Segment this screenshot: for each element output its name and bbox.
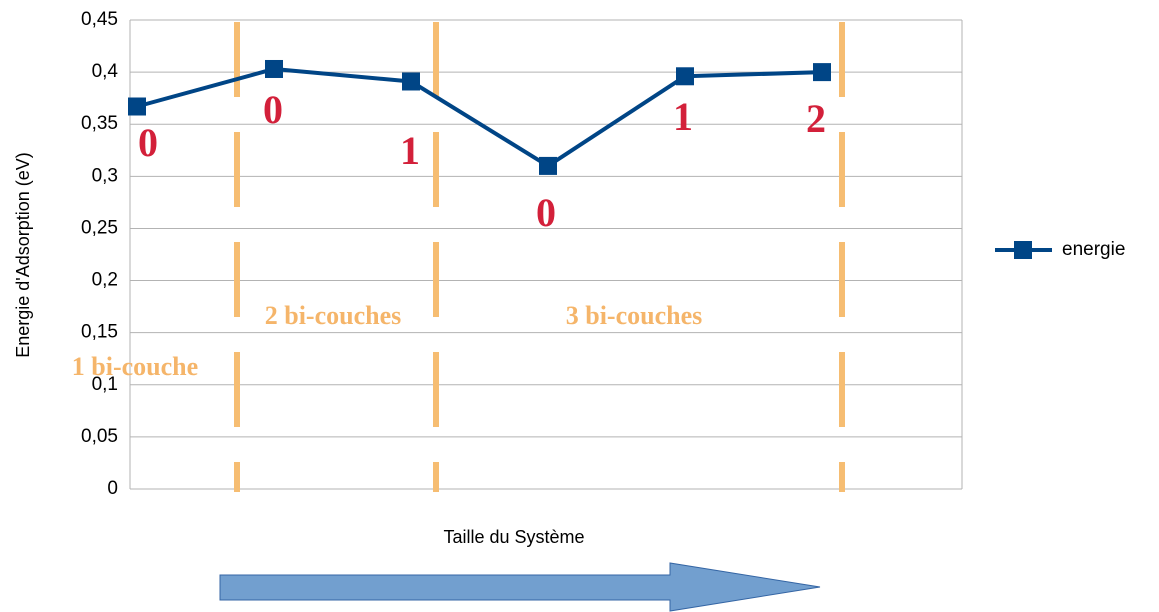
y-tick-label: 0,3	[92, 165, 118, 186]
grid	[129, 19, 963, 490]
annotation: 0	[138, 120, 158, 165]
y-tick-label: 0,2	[92, 270, 118, 291]
marker	[813, 63, 831, 82]
annotation: 2 bi-couches	[265, 301, 402, 330]
y-tick-label: 0,25	[81, 217, 118, 238]
annotation: 0	[263, 87, 283, 132]
y-tick-label: 0,1	[92, 374, 118, 395]
annotation: 1	[400, 128, 420, 173]
marker	[402, 72, 420, 91]
series-line	[136, 66, 823, 168]
y-tick-label: 0	[107, 478, 118, 499]
legend-marker	[1014, 241, 1032, 259]
annotation: 1	[673, 94, 693, 139]
y-tick-label: 0,05	[81, 426, 118, 447]
marker	[539, 156, 557, 175]
dividers	[234, 22, 845, 492]
annotation: 3 bi-couches	[566, 301, 703, 330]
arrow	[219, 562, 821, 612]
marker	[128, 97, 146, 116]
x-axis-label: Taille du Système	[443, 527, 584, 547]
annotation: 0	[536, 190, 556, 235]
y-tick-label: 0,45	[81, 9, 118, 30]
annotation: 1 bi-couche	[72, 352, 198, 381]
y-tick-label: 0,15	[81, 322, 118, 343]
annotation: 2	[806, 96, 826, 141]
y-axis-label: Energie d'Adsorption (eV)	[13, 152, 33, 358]
marker	[676, 67, 694, 86]
marker	[265, 59, 283, 78]
y-tick-label: 0,4	[92, 61, 119, 82]
y-tick-label: 0,35	[81, 113, 118, 134]
legend-label: energie	[1062, 239, 1125, 260]
